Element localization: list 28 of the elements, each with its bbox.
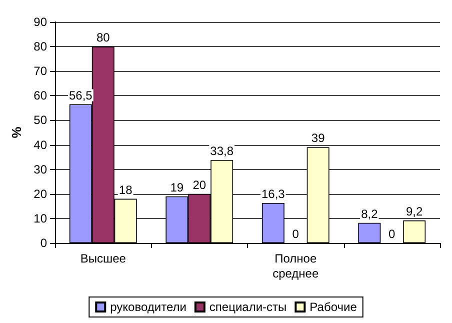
data-label: 33,8	[210, 144, 234, 158]
data-label: 0	[292, 227, 300, 241]
data-label: 80	[96, 30, 110, 45]
y-tick-label: 10	[34, 211, 48, 226]
legend-label: специали-сты	[209, 300, 287, 314]
y-tick-label: 30	[34, 162, 48, 176]
data-label: 16,3	[261, 186, 286, 201]
y-tick-label: 90	[34, 15, 48, 29]
y-tick-label: 20	[34, 186, 48, 201]
legend-label: Рабочие	[310, 300, 358, 314]
x-tick-label: Полное среднее	[272, 252, 319, 280]
data-label: 20	[192, 178, 206, 192]
data-label: 0	[388, 227, 396, 241]
data-label: 56,5	[68, 88, 93, 102]
data-label: 9,2	[406, 204, 423, 218]
y-tick-label: 60	[34, 88, 48, 103]
data-label: 18	[118, 182, 133, 197]
y-tick-label: 80	[34, 40, 48, 54]
y-tick-label: 0	[40, 236, 48, 250]
y-axis-title: %	[8, 126, 24, 138]
data-label: 39	[311, 131, 326, 146]
y-tick-label: 70	[34, 64, 48, 78]
legend-label: руководители	[110, 300, 186, 314]
y-tick-label: 50	[34, 113, 48, 128]
data-label: 19	[170, 180, 184, 194]
x-tick-label: Высшее	[80, 252, 126, 266]
y-tick-label: 40	[34, 138, 48, 152]
data-label: 8,2	[361, 206, 378, 221]
